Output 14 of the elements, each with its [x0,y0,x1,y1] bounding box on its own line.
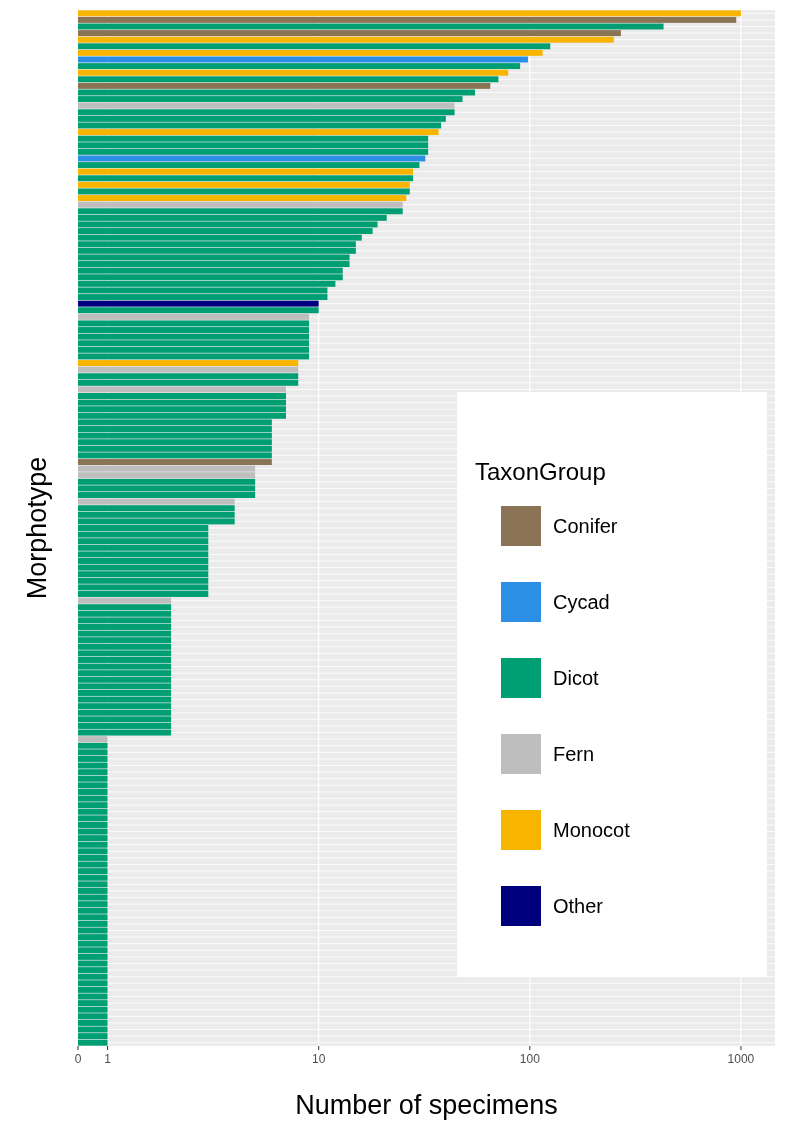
y-axis-title: Morphotype [22,456,52,600]
x-tick-label: 10 [312,1052,326,1066]
legend-label: Monocot [553,819,631,841]
x-tick-label: 100 [519,1052,541,1066]
legend-label: Fern [553,743,595,765]
legend-label: Other [553,895,604,917]
x-tick-label: 1 [104,1052,112,1066]
x-tick-label: 0 [74,1052,82,1066]
legend-label: Cycad [553,591,610,613]
legend-label: Conifer [553,515,618,537]
x-tick-label: 1000 [727,1052,755,1066]
legend-label: Dicot [553,667,600,689]
legend-title: TaxonGroup [475,458,606,485]
x-axis-title: Number of specimens [295,1090,558,1120]
